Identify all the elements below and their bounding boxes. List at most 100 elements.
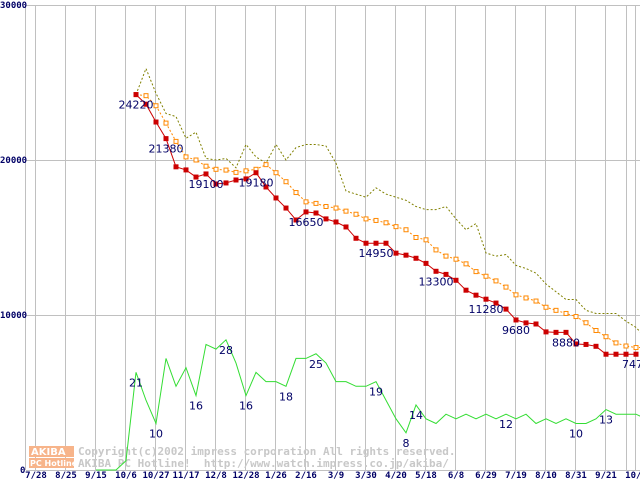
x-tick-label: 1/26 xyxy=(265,471,287,480)
data-point xyxy=(313,210,319,216)
data-point xyxy=(613,351,619,357)
data-label: 18 xyxy=(279,390,293,403)
series-price-average xyxy=(133,92,640,351)
data-point xyxy=(333,205,339,211)
data-point xyxy=(203,163,209,169)
data-label: 24220 xyxy=(119,99,154,112)
data-point xyxy=(463,287,469,293)
data-point xyxy=(603,334,609,340)
data-point xyxy=(253,170,259,176)
akiba-logo-subtext: PC Hotline! xyxy=(30,459,81,468)
data-point xyxy=(293,190,299,196)
data-point xyxy=(593,328,599,333)
x-tick-label: 3/30 xyxy=(355,471,377,480)
data-label: 21380 xyxy=(149,143,184,156)
watermark: AKIBA PC Hotline! Copyright(c)2002 impre… xyxy=(29,445,456,470)
akiba-logo-text: AKIBA xyxy=(31,447,66,458)
data-point xyxy=(173,164,179,170)
x-tick-label: 9/21 xyxy=(595,471,617,480)
data-point xyxy=(483,296,489,302)
y-tick-label: 20000 xyxy=(0,156,27,166)
data-point xyxy=(473,269,479,275)
data-point xyxy=(143,93,149,99)
data-label: 11280 xyxy=(469,303,504,316)
data-point xyxy=(343,208,349,214)
data-point xyxy=(503,284,509,290)
data-point xyxy=(133,92,139,98)
data-point xyxy=(433,247,439,253)
data-label: 7470 xyxy=(622,358,640,371)
data-point xyxy=(273,170,279,176)
data-point xyxy=(523,295,529,301)
data-point xyxy=(573,314,579,320)
data-point xyxy=(233,169,239,175)
data-point xyxy=(343,224,349,230)
data-point xyxy=(163,120,169,126)
data-point xyxy=(423,260,429,266)
data-point xyxy=(493,300,499,306)
data-point xyxy=(183,154,189,160)
data-label: 21 xyxy=(129,376,143,389)
data-point xyxy=(563,329,569,335)
x-tick-label: 4/20 xyxy=(385,471,407,480)
akiba-logo-bottom xyxy=(29,458,74,468)
y-tick-label: 30000 xyxy=(0,1,27,11)
data-point xyxy=(353,211,359,217)
x-tick-label: 10/27 xyxy=(142,471,169,480)
data-point xyxy=(383,240,389,246)
x-tick-label: 9/15 xyxy=(85,471,107,480)
data-label: 28 xyxy=(219,344,233,357)
data-label: 16 xyxy=(239,400,253,413)
data-point xyxy=(523,320,529,326)
data-point xyxy=(403,227,409,233)
copyright-text: Copyright(c)2002 impress corporation All… xyxy=(78,445,456,458)
data-label: 14 xyxy=(409,409,423,422)
x-tick-label: 10/5 xyxy=(625,471,640,480)
data-point xyxy=(213,181,219,187)
x-tick-label: 11/17 xyxy=(172,471,199,480)
x-tick-label: 7/28 xyxy=(25,471,47,480)
data-point xyxy=(513,317,519,323)
data-label: 16 xyxy=(189,400,203,413)
data-point xyxy=(303,209,309,215)
data-point xyxy=(223,180,229,186)
data-labels: 24220 21380 19100 19180 16650 14950 13300 11280… xyxy=(119,99,640,450)
y-tick-label: 0 xyxy=(20,466,25,476)
series-line-price-high xyxy=(135,67,640,333)
data-point xyxy=(493,278,499,284)
data-point xyxy=(393,250,399,256)
data-point xyxy=(223,167,229,173)
x-tick-label: 6/29 xyxy=(475,471,497,480)
data-point xyxy=(603,351,609,357)
data-point xyxy=(313,200,319,206)
x-tick-label: 12/8 xyxy=(205,471,227,480)
akiba-logo-top xyxy=(29,446,74,457)
data-point xyxy=(403,252,409,258)
data-label: 25 xyxy=(309,358,323,371)
data-point xyxy=(453,277,459,283)
data-label: 8880 xyxy=(552,336,580,349)
data-point xyxy=(263,162,269,168)
data-point xyxy=(333,219,339,225)
data-point xyxy=(413,235,419,240)
data-point xyxy=(143,101,149,107)
data-point xyxy=(183,167,189,173)
data-point xyxy=(153,119,159,125)
data-point xyxy=(553,329,559,335)
data-point xyxy=(513,292,519,298)
x-tick-label: 5/18 xyxy=(415,471,437,480)
data-point xyxy=(543,329,549,335)
data-label: 19180 xyxy=(239,177,274,190)
data-point xyxy=(623,351,629,357)
data-label: 16650 xyxy=(289,216,324,229)
data-point xyxy=(323,216,329,222)
data-point xyxy=(433,268,439,274)
data-point xyxy=(413,255,419,261)
x-tick-label: 8/31 xyxy=(565,471,587,480)
data-point xyxy=(533,321,539,327)
data-point xyxy=(243,176,249,182)
data-point xyxy=(573,341,579,347)
data-point xyxy=(193,174,199,180)
data-point xyxy=(233,177,239,183)
